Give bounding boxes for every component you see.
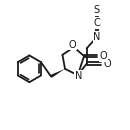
Polygon shape <box>50 69 65 78</box>
Text: O: O <box>100 51 107 61</box>
Text: O: O <box>103 59 111 69</box>
Text: S: S <box>94 5 100 15</box>
Text: O: O <box>69 40 76 50</box>
Text: N: N <box>93 32 100 42</box>
Text: N: N <box>75 71 82 81</box>
Text: C: C <box>93 18 100 28</box>
